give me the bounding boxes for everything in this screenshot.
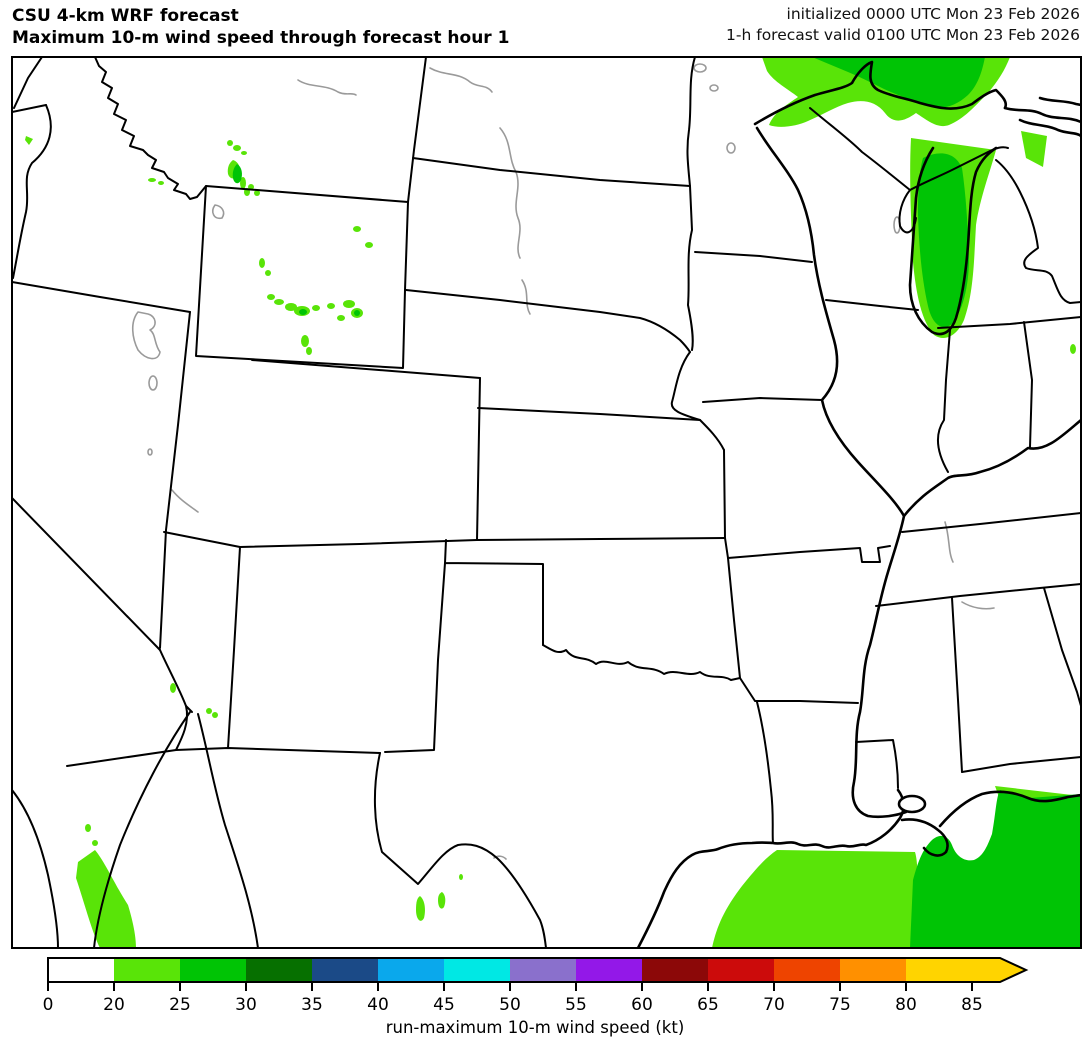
colorbar-segment — [444, 958, 510, 982]
colorbar-segment — [774, 958, 840, 982]
map-canvas — [12, 57, 1081, 948]
tick-label: 0 — [43, 995, 54, 1015]
colorbar-ticks — [47, 982, 973, 991]
tick-label: 35 — [301, 995, 323, 1015]
colorbar-segment — [180, 958, 246, 982]
tick-label: 70 — [763, 995, 785, 1015]
colorbar-tick-labels: 0 20 25 30 35 40 45 50 55 60 65 70 75 80… — [43, 995, 983, 1015]
colorbar-outline — [47, 957, 1029, 983]
colorbar-segment — [906, 958, 972, 982]
colorbar-segment — [642, 958, 708, 982]
tick-label: 75 — [829, 995, 851, 1015]
colorbar-segment — [510, 958, 576, 982]
state-borders-layer — [12, 57, 1081, 948]
page-subtitle: Maximum 10-m wind speed through forecast… — [12, 28, 509, 48]
map-frame — [11, 56, 1082, 949]
colorbar-caption: run-maximum 10-m wind speed (kt) — [386, 1018, 685, 1037]
init-time-label: initialized 0000 UTC Mon 23 Feb 2026 — [787, 5, 1080, 23]
colorbar-segment — [708, 958, 774, 982]
tick-label: 60 — [631, 995, 653, 1015]
tick-label: 65 — [697, 995, 719, 1015]
colorbar-segment — [378, 958, 444, 982]
tick-label: 30 — [235, 995, 257, 1015]
tick-label: 55 — [565, 995, 587, 1015]
wind-shade-25-30-layer — [232, 57, 1081, 948]
tick-label: 20 — [103, 995, 125, 1015]
colorbar-segment — [114, 958, 180, 982]
colorbar-segment — [48, 958, 114, 982]
page-title: CSU 4-km WRF forecast — [12, 6, 239, 26]
colorbar-segment — [312, 958, 378, 982]
tick-label: 85 — [961, 995, 983, 1015]
colorbar-segment — [576, 958, 642, 982]
tick-label: 50 — [499, 995, 521, 1015]
major-rivers-coastlines-layer — [636, 60, 1081, 948]
tick-label: 25 — [169, 995, 191, 1015]
colorbar-arrow — [972, 958, 1026, 982]
valid-time-label: 1-h forecast valid 0100 UTC Mon 23 Feb 2… — [726, 26, 1080, 44]
tick-label: 80 — [895, 995, 917, 1015]
colorbar-segment — [246, 958, 312, 982]
tick-label: 40 — [367, 995, 389, 1015]
tick-label: 45 — [433, 995, 455, 1015]
rivers-layer — [131, 63, 995, 860]
colorbar: 0 20 25 30 35 40 45 50 55 60 65 70 75 80… — [43, 957, 1029, 1037]
colorbar-segment — [840, 958, 906, 982]
